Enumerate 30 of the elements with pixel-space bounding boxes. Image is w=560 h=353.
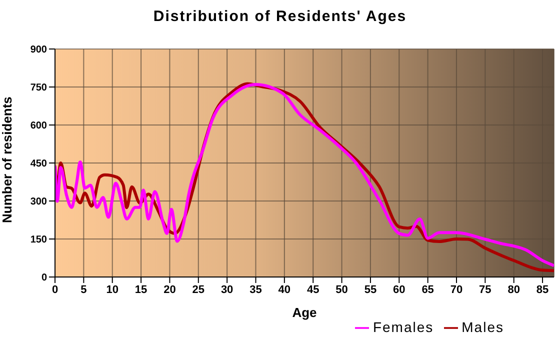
x-tick-label: 65 bbox=[422, 284, 434, 296]
x-tick-label: 55 bbox=[364, 284, 377, 296]
x-tick-label: 0 bbox=[52, 284, 58, 296]
x-tick-label: 30 bbox=[220, 284, 234, 296]
x-tick-label: 10 bbox=[106, 284, 118, 296]
legend-label: Males bbox=[462, 319, 504, 335]
y-tick-label: 750 bbox=[30, 82, 48, 94]
x-tick-label: 25 bbox=[192, 284, 205, 296]
x-tick-label: 35 bbox=[250, 284, 262, 296]
y-tick-label: 150 bbox=[30, 234, 48, 246]
x-tick-label: 50 bbox=[336, 284, 348, 296]
y-tick-label: 0 bbox=[41, 272, 48, 284]
chart-title: Distribution of Residents' Ages bbox=[152, 8, 408, 25]
x-tick-label: 80 bbox=[508, 284, 520, 296]
x-tick-label: 60 bbox=[393, 284, 406, 296]
legend-label: Females bbox=[372, 319, 434, 335]
x-tick-label: 40 bbox=[278, 284, 291, 296]
x-tick-label: 45 bbox=[306, 284, 320, 296]
x-tick-label: 85 bbox=[536, 284, 549, 296]
y-tick-label: 450 bbox=[30, 158, 48, 170]
x-tick-label: 75 bbox=[479, 284, 492, 296]
x-tick-label: 5 bbox=[80, 284, 87, 296]
y-tick-label: 900 bbox=[30, 44, 48, 56]
x-tick-label: 70 bbox=[450, 284, 463, 296]
y-tick-label: 300 bbox=[30, 196, 48, 208]
x-axis-title: Age bbox=[292, 305, 317, 320]
y-tick-label: 600 bbox=[30, 120, 48, 132]
x-tick-label: 20 bbox=[164, 284, 176, 296]
y-axis-title: Number of residents bbox=[0, 96, 15, 223]
x-tick-label: 15 bbox=[134, 284, 148, 296]
